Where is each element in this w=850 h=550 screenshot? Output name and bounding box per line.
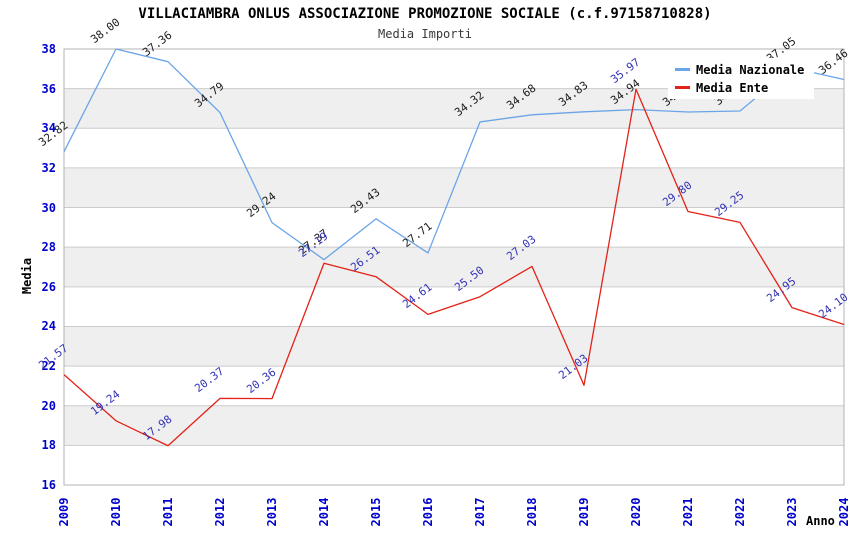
y-axis-label: Media [20, 257, 34, 295]
legend-entry-media-nazionale: Media Nazionale [675, 62, 814, 78]
x-tick-label: 2018 [525, 497, 539, 527]
plot-band [64, 405, 844, 446]
x-tick-label: 2014 [317, 497, 331, 527]
y-tick-label: 28 [41, 240, 56, 255]
plot-border [63, 48, 845, 486]
legend-label-media-nazionale: Media Nazionale [696, 62, 805, 77]
media-nazionale-line [63, 48, 845, 261]
media-ente-line-swatch [675, 86, 690, 89]
y-tick-label: 20 [41, 398, 56, 413]
y-tick-label: 38 [41, 42, 56, 56]
y-tick-label: 34 [41, 121, 56, 136]
y-tick-label: 16 [41, 478, 56, 492]
legend-label-media-ente: Media Ente [696, 80, 769, 95]
chart-subtitle: Media Importi [378, 27, 472, 41]
x-tick-label: 2019 [577, 497, 591, 527]
y-tick-label: 30 [41, 200, 56, 215]
x-tick-label: 2010 [109, 497, 123, 527]
plot-band [64, 247, 844, 287]
x-tick-label: 2020 [629, 497, 643, 527]
x-tick-label: 2015 [369, 497, 383, 527]
x-tick-label: 2024 [837, 497, 850, 527]
x-tick-label: 2009 [57, 497, 71, 527]
x-tick-label: 2023 [785, 497, 799, 527]
chart-legend: Media Nazionale Media Ente [668, 58, 814, 99]
x-tick-label: 2011 [161, 497, 175, 527]
y-tick-label: 36 [41, 81, 56, 96]
plot-band [64, 326, 844, 367]
x-axis-label: Anno [806, 514, 835, 528]
chart-title: VILLACIAMBRA ONLUS ASSOCIAZIONE PROMOZIO… [138, 6, 712, 22]
media-ente-line [63, 88, 845, 447]
x-tick-label: 2016 [421, 497, 435, 527]
media-nazionale-line-swatch [675, 68, 690, 71]
y-tick-label: 26 [41, 279, 56, 294]
x-tick-label: 2013 [265, 497, 279, 527]
x-tick-label: 2017 [473, 497, 487, 527]
x-tick-label: 2012 [213, 497, 227, 527]
x-tick-label: 2021 [681, 497, 695, 527]
y-tick-label: 32 [41, 160, 56, 175]
legend-entry-media-ente: Media Ente [675, 80, 814, 96]
y-tick-label: 22 [41, 359, 56, 374]
x-tick-label: 2022 [733, 497, 747, 527]
y-tick-label: 24 [41, 319, 56, 334]
y-tick-label: 18 [41, 438, 56, 453]
